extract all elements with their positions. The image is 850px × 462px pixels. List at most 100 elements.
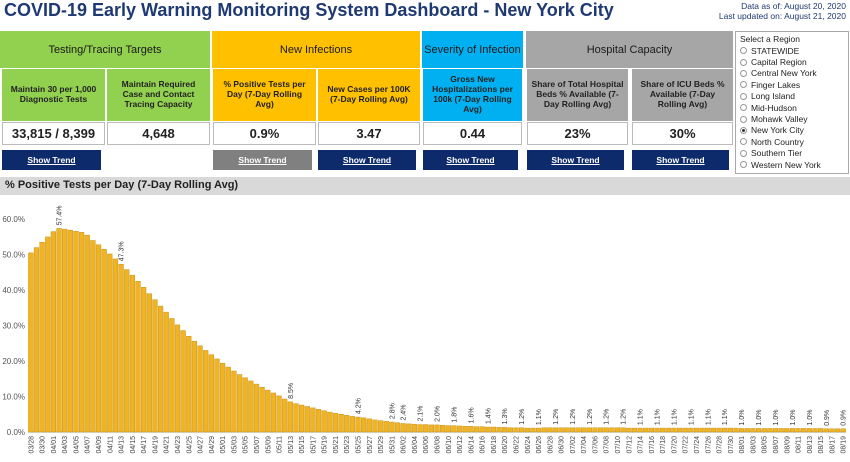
bar bbox=[654, 427, 660, 433]
radio[interactable] bbox=[740, 69, 747, 77]
x-tick-label: 04/07 bbox=[85, 436, 92, 454]
radio[interactable] bbox=[740, 81, 747, 89]
bar bbox=[327, 411, 333, 433]
data-label: 47.3% bbox=[119, 241, 126, 261]
bar bbox=[682, 427, 688, 433]
region-option[interactable]: Capital Region bbox=[740, 56, 844, 67]
x-tick-label: 07/30 bbox=[728, 436, 735, 454]
region-option[interactable]: Long Island bbox=[740, 91, 844, 102]
show-trend-button[interactable]: Show Trend bbox=[423, 150, 518, 170]
radio[interactable] bbox=[740, 161, 747, 169]
radio[interactable] bbox=[740, 149, 747, 157]
x-tick-label: 07/02 bbox=[570, 436, 577, 454]
metric-value: 30% bbox=[632, 122, 733, 145]
x-tick-label: 08/11 bbox=[796, 436, 803, 453]
bar bbox=[287, 401, 293, 433]
bar bbox=[581, 427, 587, 433]
data-label: 1.0% bbox=[739, 409, 746, 425]
bar bbox=[112, 258, 119, 433]
radio[interactable] bbox=[740, 92, 747, 100]
x-tick-label: 05/21 bbox=[333, 436, 340, 454]
x-tick-label: 06/08 bbox=[435, 436, 442, 454]
bar bbox=[259, 387, 265, 433]
bar bbox=[767, 428, 773, 433]
x-tick-label: 07/06 bbox=[592, 436, 599, 454]
bar bbox=[502, 427, 508, 433]
bar bbox=[823, 428, 829, 433]
data-label: 1.0% bbox=[773, 409, 780, 425]
region-option[interactable]: Western New York bbox=[740, 159, 844, 170]
bar bbox=[107, 253, 113, 433]
x-tick-label: 06/02 bbox=[401, 436, 408, 454]
radio[interactable] bbox=[740, 104, 747, 112]
data-label: 2.4% bbox=[401, 405, 408, 421]
bar bbox=[676, 427, 683, 433]
show-trend-button[interactable]: Show Trend bbox=[213, 150, 312, 170]
bar bbox=[400, 423, 406, 433]
bar bbox=[784, 428, 790, 433]
data-label: 1.4% bbox=[485, 408, 492, 424]
bar bbox=[304, 406, 310, 433]
show-trend-button[interactable]: Show Trend bbox=[632, 150, 729, 170]
bar bbox=[84, 234, 90, 433]
bar bbox=[186, 335, 192, 433]
x-tick-label: 07/20 bbox=[671, 436, 678, 454]
radio[interactable] bbox=[740, 138, 747, 146]
x-tick-label: 04/19 bbox=[152, 436, 159, 454]
region-option[interactable]: Southern Tier bbox=[740, 148, 844, 159]
radio[interactable] bbox=[740, 58, 747, 66]
bar bbox=[648, 427, 654, 433]
bar bbox=[101, 249, 107, 433]
region-option[interactable]: STATEWIDE bbox=[740, 45, 844, 56]
x-tick-label: 07/12 bbox=[626, 436, 633, 454]
bar bbox=[603, 427, 609, 433]
x-tick-label: 06/24 bbox=[525, 436, 532, 454]
bar bbox=[282, 398, 288, 433]
x-tick-label: 05/31 bbox=[389, 436, 396, 454]
x-tick-label: 08/05 bbox=[762, 436, 769, 454]
data-label: 1.0% bbox=[756, 409, 763, 425]
show-trend-button[interactable]: Show Trend bbox=[318, 150, 416, 170]
bar bbox=[276, 395, 282, 433]
radio[interactable] bbox=[740, 126, 747, 134]
region-option[interactable]: Mohawk Valley bbox=[740, 113, 844, 124]
show-trend-button[interactable]: Show Trend bbox=[527, 150, 624, 170]
radio[interactable] bbox=[740, 115, 747, 123]
bar bbox=[586, 427, 592, 433]
bar bbox=[169, 318, 175, 433]
region-option[interactable]: New York City bbox=[740, 125, 844, 136]
bar bbox=[332, 412, 339, 433]
x-tick-label: 07/22 bbox=[683, 436, 690, 454]
metric-value: 0.9% bbox=[213, 122, 316, 145]
x-tick-label: 04/03 bbox=[62, 436, 69, 454]
bar bbox=[33, 247, 40, 433]
bar bbox=[361, 417, 367, 433]
show-trend-button[interactable]: Show Trend bbox=[2, 150, 101, 170]
metric-label: Share of ICU Beds % Available (7-Day Rol… bbox=[632, 69, 733, 121]
bar bbox=[789, 428, 796, 433]
bar bbox=[840, 428, 846, 433]
metric-value: 0.44 bbox=[423, 122, 522, 145]
region-option[interactable]: Mid-Hudson bbox=[740, 102, 844, 113]
bar bbox=[208, 354, 214, 433]
bar bbox=[547, 427, 553, 433]
group-header: Testing/Tracing Targets bbox=[0, 31, 210, 68]
radio[interactable] bbox=[740, 47, 747, 55]
region-option[interactable]: Finger Lakes bbox=[740, 79, 844, 90]
bar bbox=[806, 428, 812, 433]
y-tick-label: 30.0% bbox=[2, 322, 25, 331]
metric-label: New Cases per 100K (7-Day Rolling Avg) bbox=[318, 69, 420, 121]
bar bbox=[541, 427, 547, 433]
region-option[interactable]: North Country bbox=[740, 136, 844, 147]
bar bbox=[389, 421, 395, 433]
bar bbox=[203, 350, 209, 433]
bar bbox=[141, 287, 147, 433]
bar bbox=[660, 427, 666, 433]
x-tick-label: 04/11 bbox=[107, 436, 114, 453]
data-label: 1.1% bbox=[536, 409, 543, 425]
data-label: 1.1% bbox=[671, 409, 678, 425]
bar bbox=[699, 427, 705, 433]
bar bbox=[733, 427, 739, 433]
x-tick-label: 04/23 bbox=[175, 436, 182, 454]
region-option[interactable]: Central New York bbox=[740, 68, 844, 79]
